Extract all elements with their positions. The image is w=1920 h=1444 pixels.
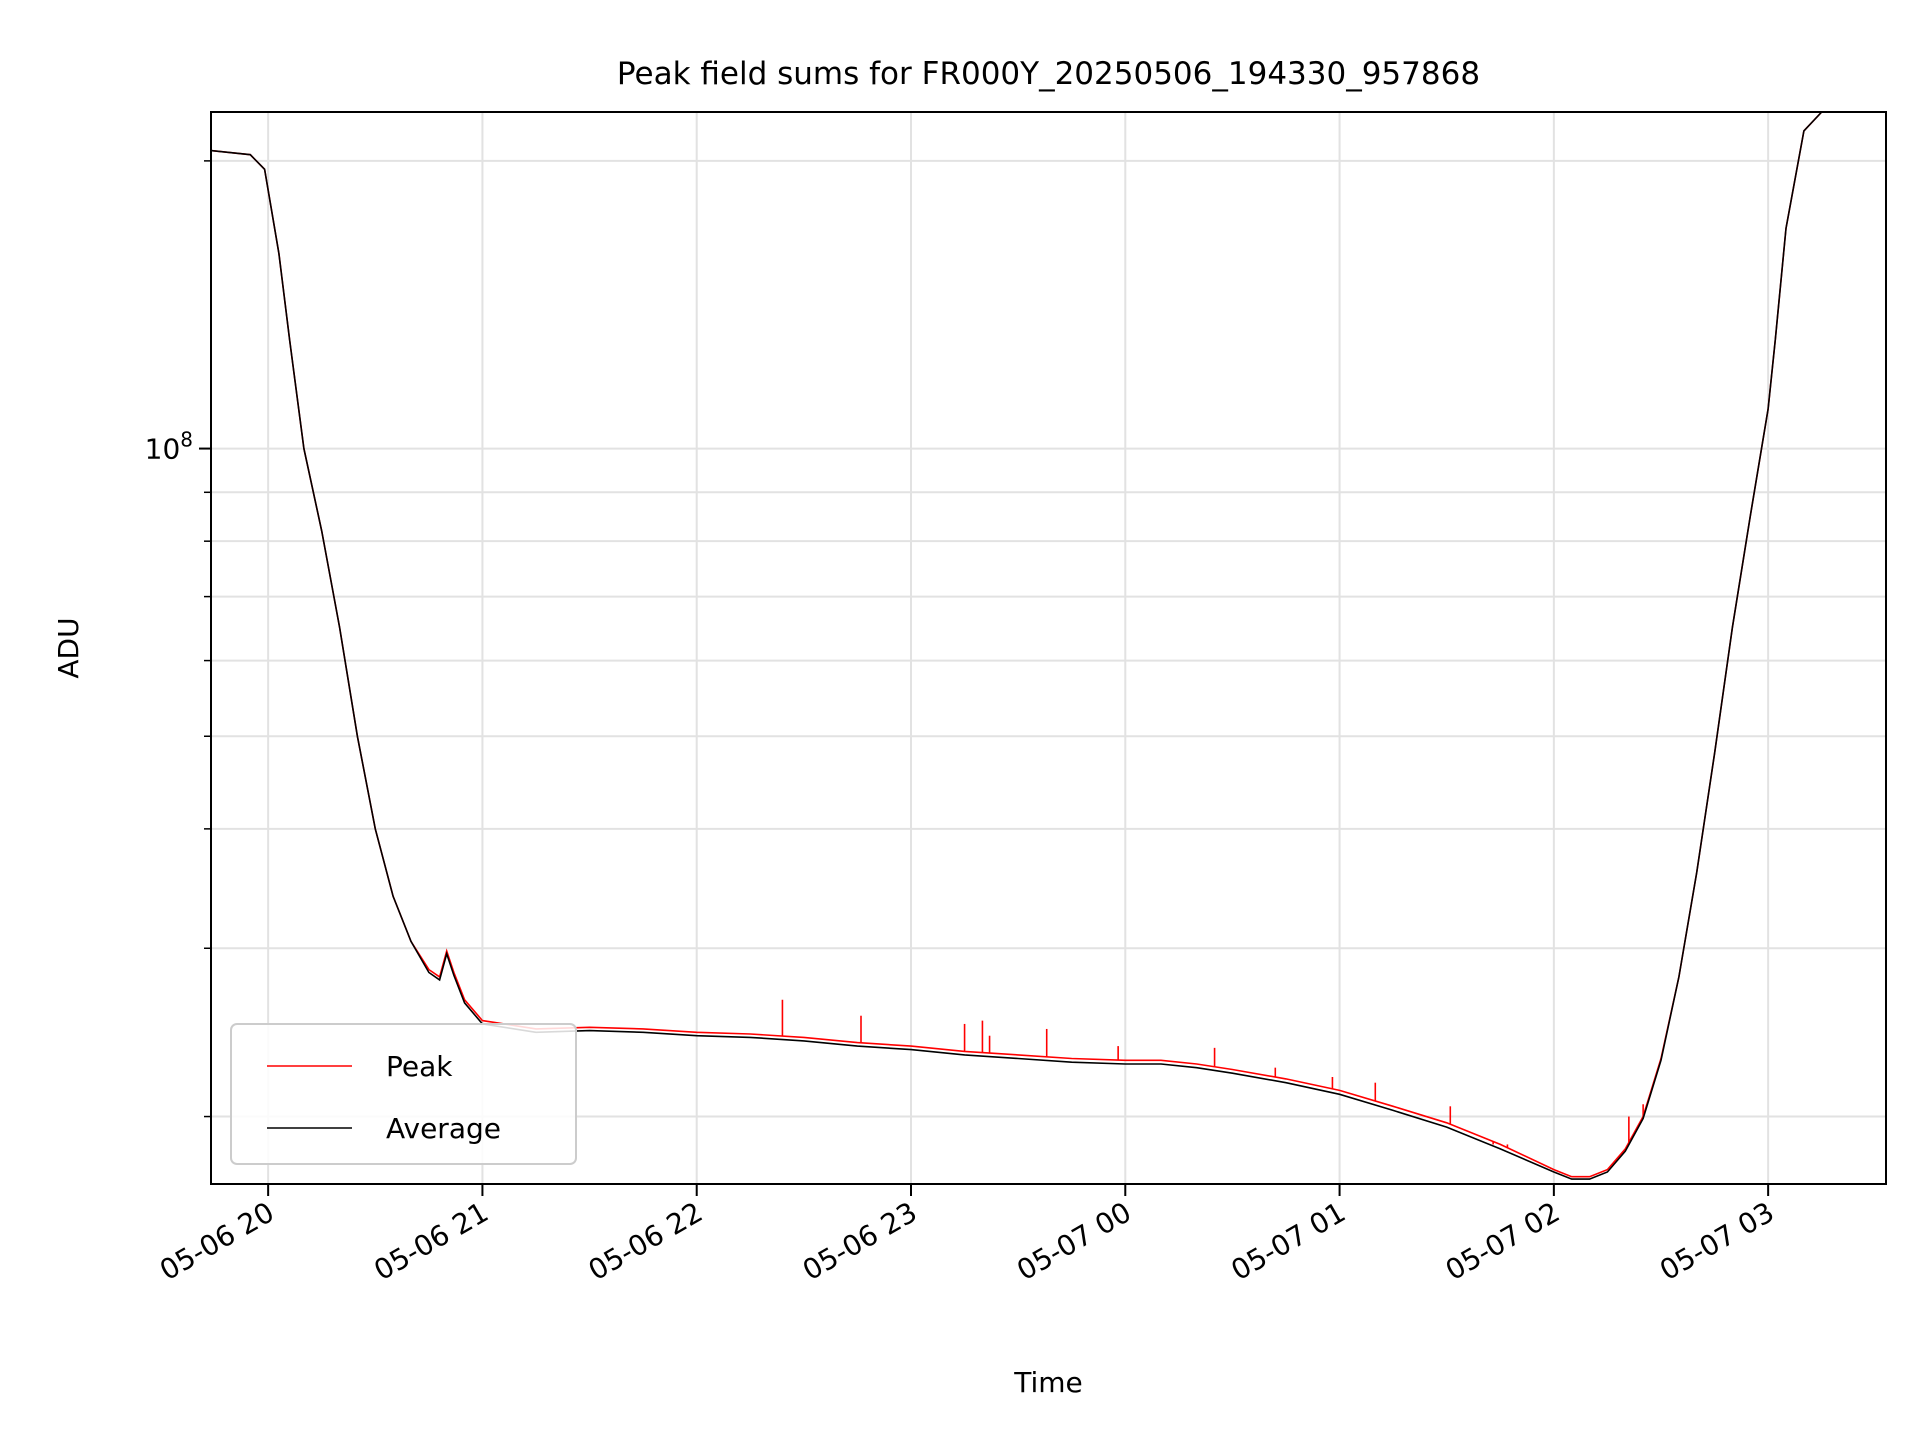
plot-frame xyxy=(210,111,1887,1185)
x-tick-label: 05-07 01 xyxy=(1226,1195,1352,1287)
x-axis-label: Time xyxy=(1013,1366,1083,1399)
y-tick-label: 108 xyxy=(145,428,193,466)
legend-label: Peak xyxy=(386,1050,453,1083)
legend-label: Average xyxy=(386,1112,501,1145)
x-tick-label: 05-06 21 xyxy=(368,1195,494,1287)
series-group xyxy=(211,112,1823,1180)
chart-title: Peak field sums for FR000Y_20250506_1943… xyxy=(617,56,1480,92)
series-line-average xyxy=(211,112,1823,1180)
series-layer xyxy=(211,112,1823,1180)
x-tick-label: 05-06 22 xyxy=(583,1195,709,1287)
series-line-peak xyxy=(211,112,1823,1178)
x-tick-label: 05-07 00 xyxy=(1011,1195,1137,1287)
x-tick-label: 05-07 02 xyxy=(1440,1195,1566,1287)
x-tick-label: 05-06 23 xyxy=(797,1195,923,1287)
x-tick-label: 05-07 03 xyxy=(1654,1195,1780,1287)
x-tick-label: 05-06 20 xyxy=(154,1195,280,1287)
legend-box xyxy=(230,1023,577,1165)
legend: Peak Average xyxy=(230,1023,577,1165)
grid xyxy=(211,112,1886,1184)
y-axis-label: ADU xyxy=(52,617,85,678)
